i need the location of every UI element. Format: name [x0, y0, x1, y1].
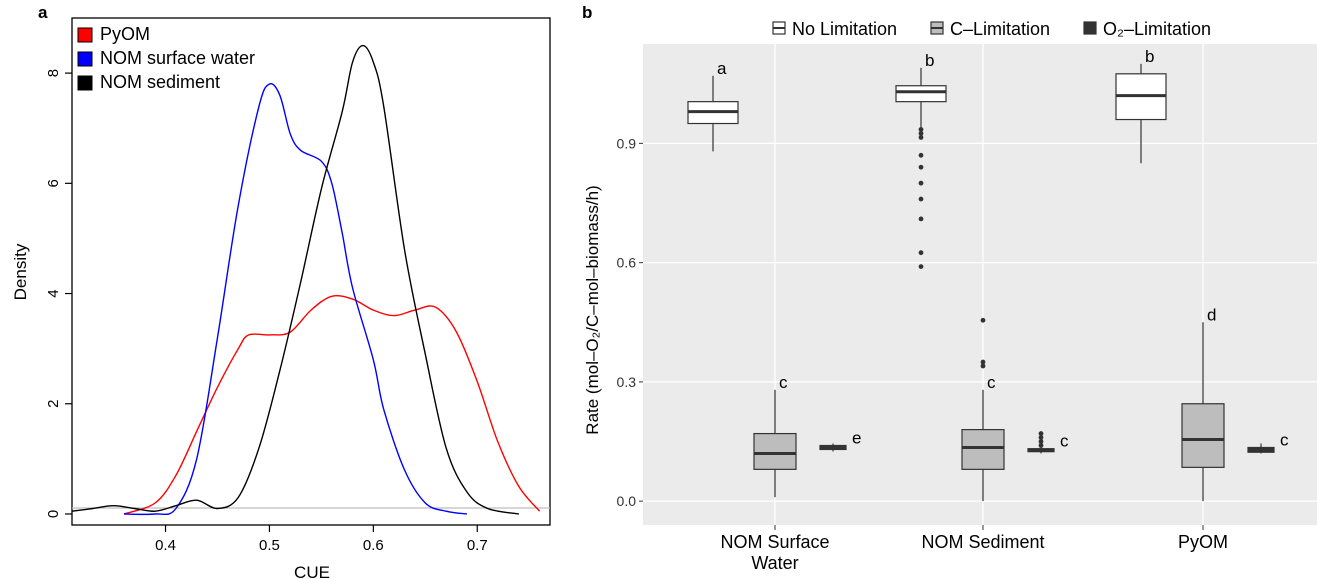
box-c-limitation-pyom-significance-letter: d	[1207, 305, 1216, 324]
density-line-nom-sediment	[71, 44, 519, 515]
boxplot-chart: a b b c c d e c c 0.0 0.3 0.6 0.9 No Limitation C–Li…	[583, 19, 1317, 573]
box-no-limitation-nom-sediment-outlier	[918, 135, 924, 140]
legend-label-nom-surface-water: NOM surface water	[100, 48, 255, 68]
category-label-nom-surface-water-line1: NOM Surface	[720, 532, 829, 552]
box-c-limitation-pyom-iqr	[1181, 403, 1225, 468]
box-no-limitation-nom-sediment-outlier	[918, 196, 924, 202]
box-no-limitation-pyom-significance-letter: b	[1145, 47, 1154, 66]
box-c-limitation-nom-surface-water-significance-letter: c	[779, 373, 788, 392]
box-no-limitation-nom-sediment-outlier	[918, 250, 924, 256]
box-o-limitation-nom-sediment-outlier	[1038, 443, 1044, 448]
rate-tick-label: 0.0	[617, 493, 637, 509]
legend-swatch-nom-surface-water	[77, 51, 93, 67]
y-tick-label: 2	[45, 400, 62, 408]
x-tick-label: 0.4	[155, 537, 176, 554]
box-o-limitation-nom-sediment-significance-letter: c	[1060, 432, 1069, 451]
box-c-limitation-nom-sediment-outlier	[980, 363, 986, 369]
box-c-limitation-nom-sediment-significance-letter: c	[987, 373, 996, 392]
rate-axis-label: Rate (mol–O₂/C–mol–biomass/h)	[583, 185, 602, 434]
box-no-limitation-nom-surface-water-significance-letter: a	[717, 59, 727, 78]
x-axis-label: CUE	[294, 563, 330, 579]
legend-label-o-limitation: O₂–Limitation	[1103, 19, 1211, 39]
x-tick-label: 0.5	[259, 537, 280, 554]
density-chart: 0.4 0.5 0.6 0.7 0 2 4 6 8 PyOM NOM surface water N…	[11, 17, 551, 579]
legend-label-pyom: PyOM	[100, 24, 150, 44]
panel-b-label: b	[582, 3, 592, 22]
density-line-pyom	[123, 294, 541, 515]
density-line-nom-surface-water	[123, 83, 467, 516]
box-o-limitation-pyom-significance-letter: c	[1280, 430, 1289, 449]
box-no-limitation-nom-sediment-outlier	[918, 164, 924, 170]
y-tick-label: 6	[45, 179, 62, 187]
x-tick-label: 0.6	[363, 537, 384, 554]
box-no-limitation-nom-sediment-iqr	[895, 85, 947, 103]
box-c-limitation-nom-sediment-iqr	[961, 428, 1005, 470]
rate-tick-label: 0.3	[617, 374, 637, 390]
box-no-limitation-nom-sediment-outlier	[918, 180, 924, 186]
category-label-nom-sediment: NOM Sediment	[921, 532, 1044, 552]
box-no-limitation-nom-sediment-significance-letter: b	[925, 51, 934, 70]
density-plot-frame	[71, 17, 551, 526]
box-o-limitation-nom-sediment-outlier	[1038, 439, 1044, 444]
x-tick-label: 0.7	[467, 537, 488, 554]
box-o-limitation-nom-sediment-outlier	[1038, 435, 1044, 440]
y-tick-label: 4	[45, 289, 62, 297]
panel-a-label: a	[38, 3, 48, 22]
box-c-limitation-nom-sediment-outlier	[980, 317, 986, 323]
box-no-limitation-nom-sediment-outlier	[918, 131, 924, 136]
box-o-limitation-nom-sediment-outlier	[1038, 431, 1044, 436]
legend-swatch-pyom	[77, 27, 93, 43]
y-axis-label: Density	[11, 243, 30, 300]
legend-label-nom-sediment: NOM sediment	[100, 72, 220, 92]
legend-label-no-limitation: No Limitation	[792, 19, 897, 39]
rate-tick-label: 0.6	[617, 255, 637, 271]
category-label-pyom: PyOM	[1178, 532, 1228, 552]
box-o-limitation-nom-surface-water-significance-letter: e	[852, 428, 861, 447]
y-tick-label: 0	[45, 510, 62, 518]
box-c-limitation-nom-sediment-outlier	[980, 359, 986, 365]
box-no-limitation-nom-sediment-outlier	[918, 216, 924, 222]
box-no-limitation-nom-sediment-outlier	[918, 127, 924, 132]
box-no-limitation-nom-sediment-outlier	[918, 264, 924, 270]
legend-label-c-limitation: C–Limitation	[950, 19, 1050, 39]
legend-swatch-nom-sediment	[77, 75, 93, 91]
y-tick-label: 8	[45, 69, 62, 77]
rate-tick-label: 0.9	[617, 135, 637, 151]
box-c-limitation-nom-surface-water-iqr	[753, 432, 797, 470]
box-no-limitation-nom-sediment-outlier	[918, 152, 924, 158]
category-label-nom-surface-water-line2: Water	[751, 553, 798, 573]
